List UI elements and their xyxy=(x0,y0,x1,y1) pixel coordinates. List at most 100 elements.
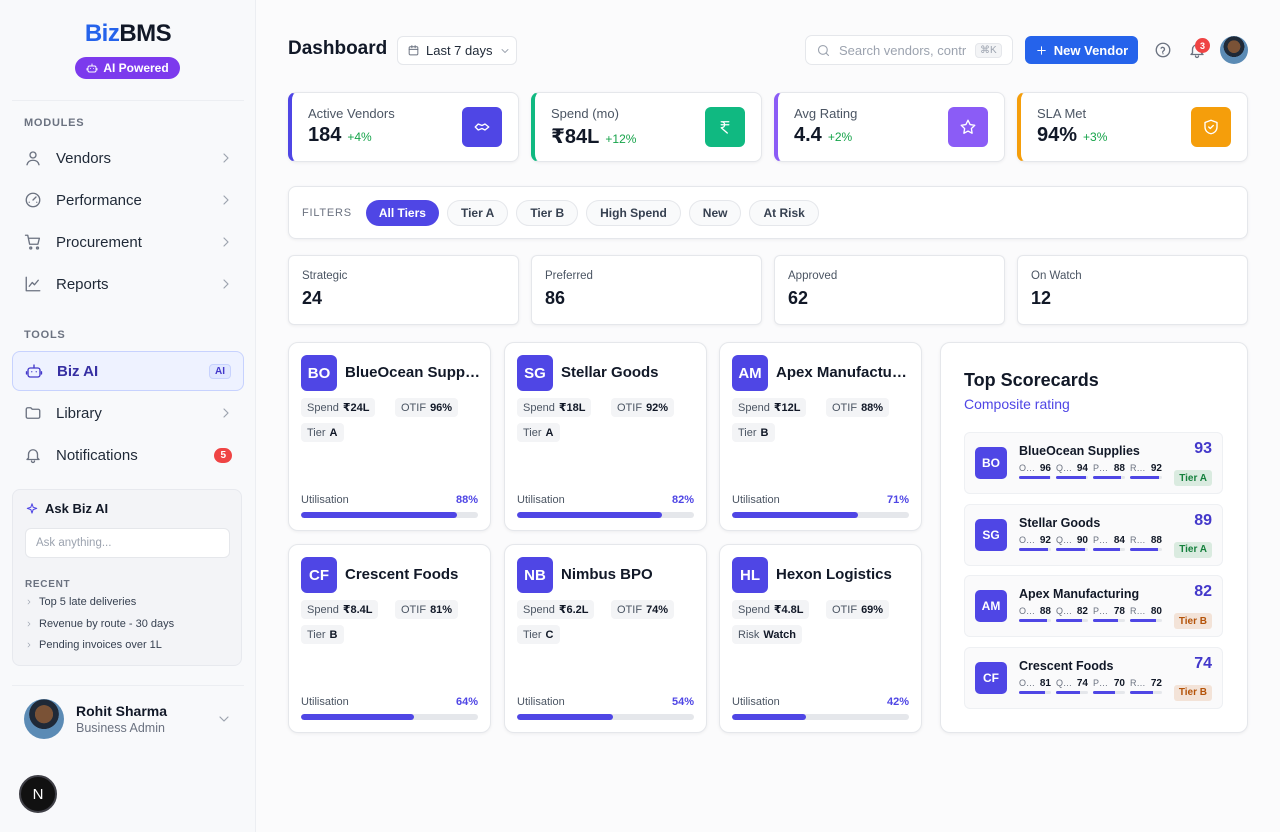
utilisation-bar xyxy=(301,512,457,518)
icon-part xyxy=(28,279,39,287)
kpi-delta: +2% xyxy=(827,130,853,144)
metric-label: Q… xyxy=(1056,534,1073,545)
icon-part xyxy=(26,151,40,166)
metric-bar xyxy=(1019,476,1050,479)
segment-value: 12 xyxy=(1031,288,1052,308)
vendor-card[interactable]: HL Hexon Logistics Spend ₹4.8L OTIF 69% Risk Wa… xyxy=(719,544,922,733)
tier-badge: Tier A xyxy=(1174,541,1212,558)
metric-track xyxy=(1019,476,1051,479)
user-menu[interactable] xyxy=(216,711,232,727)
nav-item[interactable]: Performance xyxy=(12,180,244,220)
vendor-chip: OTIF 92% xyxy=(611,398,675,417)
filter-chip[interactable]: At Risk xyxy=(749,199,819,226)
metric-track xyxy=(1093,476,1125,479)
metric-value: 72 xyxy=(1150,677,1162,689)
kpi-icon xyxy=(1191,107,1231,147)
nav-label: Library xyxy=(56,404,102,422)
chip-label: Spend xyxy=(738,401,770,414)
header-avatar[interactable] xyxy=(1220,36,1248,64)
scorecard-row[interactable]: CF Crescent Foods 74 O… 81 Q… 74 P… 70 R… 72 Tier B xyxy=(964,646,1223,709)
metric-track xyxy=(1130,547,1162,551)
nav-item[interactable]: Reports xyxy=(12,264,244,304)
kpi-delta: +4% xyxy=(347,130,372,144)
nav-item[interactable]: Library xyxy=(12,393,244,433)
chevron xyxy=(218,150,234,166)
search[interactable]: Search vendors, contr ⌘K xyxy=(805,35,1013,65)
icon xyxy=(86,62,98,74)
recent-item[interactable]: Pending invoices over 1L xyxy=(25,639,162,651)
filter-chip[interactable]: High Spend xyxy=(586,199,681,226)
icon-part xyxy=(26,449,40,461)
filter-chip[interactable]: Tier A xyxy=(446,199,509,226)
chip-label: OTIF xyxy=(832,603,858,616)
ask-panel: Ask Biz AI Ask anything... RECENT Top 5 lat… xyxy=(12,489,242,666)
vendor-card[interactable]: NB Nimbus BPO Spend ₹6.2L OTIF 74% Tier C Utilis… xyxy=(504,544,707,733)
metric-label: O… xyxy=(1019,463,1036,473)
ask-input[interactable]: Ask anything... xyxy=(25,528,230,558)
scorecard-row[interactable]: AM Apex Manufacturing 82 O… 88 Q… 82 P… 78 R… 80 Ti… xyxy=(964,575,1223,637)
icon-part xyxy=(408,45,419,50)
dev-badge[interactable]: N xyxy=(19,775,57,813)
metric-label: P… xyxy=(1093,534,1109,545)
section-heading: MODULES xyxy=(24,117,85,129)
segment-label: Preferred xyxy=(545,270,593,282)
filter-chip[interactable]: All Tiers xyxy=(365,199,439,226)
chip-label: Risk xyxy=(738,628,760,641)
icon-part xyxy=(25,276,41,292)
filter-chip[interactable]: Tier B xyxy=(516,199,579,226)
metric-value: 88 xyxy=(1150,534,1162,546)
metric: R… 92 xyxy=(1130,463,1162,479)
recent-item[interactable]: Revenue by route - 30 days xyxy=(25,618,174,630)
icon-part xyxy=(87,65,97,73)
icon-part xyxy=(35,246,40,250)
help[interactable] xyxy=(1154,41,1172,59)
icon-part xyxy=(219,716,229,722)
nav-item[interactable]: Vendors xyxy=(12,138,244,178)
metric-track xyxy=(1130,476,1162,479)
kpi-icon xyxy=(462,107,502,147)
vendor-card[interactable]: AM Apex Manufacturing Spend ₹12L OTIF 88% Tier… xyxy=(719,342,922,531)
metric-track xyxy=(1130,619,1162,622)
vendor-chip: Spend ₹6.2L xyxy=(517,600,595,619)
utilisation-bar xyxy=(301,714,415,720)
utilisation-value: 71% xyxy=(886,494,909,506)
icon xyxy=(25,598,33,606)
metric: Q… 74 xyxy=(1056,678,1088,694)
chip-label: Tier xyxy=(523,426,542,439)
icon-part xyxy=(1155,42,1171,58)
nav-item[interactable]: Notifications 5 xyxy=(12,435,244,475)
filter-chip[interactable]: New xyxy=(688,199,742,226)
utilisation-label: Utilisation xyxy=(301,696,349,708)
vendor-chip: OTIF 96% xyxy=(395,398,459,417)
metric-track xyxy=(1093,619,1125,622)
utilisation-track xyxy=(517,714,694,720)
filters: FILTERS All Tiers Tier A Tier B High Spend Ne… xyxy=(288,186,1248,239)
metric-bar xyxy=(1130,690,1154,694)
ai-tag: AI xyxy=(209,363,231,379)
segment-card: Strategic 24 xyxy=(288,255,519,325)
new-vendor-button[interactable]: New Vendor xyxy=(1025,36,1138,64)
icon-part xyxy=(960,119,976,134)
recent-item[interactable]: Top 5 late deliveries xyxy=(25,596,136,608)
ask-title: Ask Biz AI xyxy=(25,501,108,516)
metric-track xyxy=(1019,619,1051,622)
nav-item[interactable]: Procurement xyxy=(12,222,244,262)
kpi-delta: +3% xyxy=(1083,130,1108,144)
chip-label: Tier xyxy=(523,628,542,641)
metric: O… 92 xyxy=(1019,535,1051,551)
recent-text: Top 5 late deliveries xyxy=(39,596,137,608)
scorecard-row[interactable]: BO BlueOcean Supplies 93 O… 96 Q… 94 P… 88 R… 92 Ti… xyxy=(964,432,1223,494)
vendor-card[interactable]: CF Crescent Foods Spend ₹8.4L OTIF 81% Tier B Ut… xyxy=(288,544,491,733)
chip-value: A xyxy=(329,426,338,439)
brand-part: BMS xyxy=(119,20,172,47)
scorecard-row[interactable]: SG Stellar Goods 89 O… 92 Q… 90 P… 84 R… 88 Tier A xyxy=(964,503,1223,566)
scorecards-title: Top Scorecards xyxy=(964,370,1099,390)
vendor-card[interactable]: BO BlueOcean Supplies Spend ₹24L OTIF 96% Tier… xyxy=(288,342,491,531)
utilisation-bar xyxy=(517,512,663,518)
metric-value: 81 xyxy=(1039,677,1051,689)
icon xyxy=(499,45,511,57)
filters-label: FILTERS xyxy=(302,206,352,219)
date-range[interactable]: Last 7 days xyxy=(397,36,517,65)
nav-item[interactable]: Biz AI AI xyxy=(12,351,244,391)
vendor-card[interactable]: SG Stellar Goods Spend ₹18L OTIF 92% Tier A Util… xyxy=(504,342,707,531)
